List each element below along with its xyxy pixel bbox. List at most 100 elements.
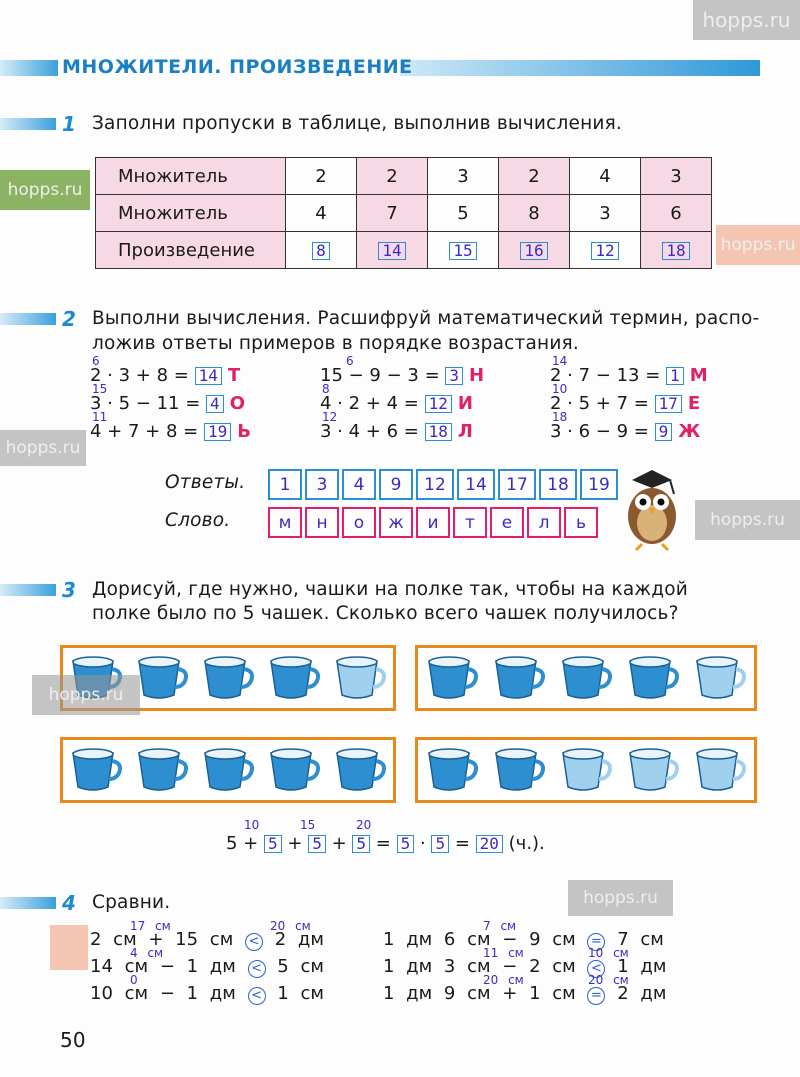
equation: 3 · 4 + 6 = 18 Л 12 (320, 411, 473, 442)
handwritten-note: 14 (552, 354, 568, 368)
left-expression: 1 дм 6 см − 9 см (383, 929, 576, 950)
table-cell: 3 (569, 194, 641, 232)
left-expression: 1 дм 9 см + 1 см (383, 983, 576, 1004)
handwritten-note: 6 (92, 354, 100, 368)
task-text: Выполни вычисления. Расшифруй математиче… (92, 308, 760, 329)
cup-shelf (60, 737, 396, 803)
handwritten-note: 15 (300, 818, 316, 832)
right-expression: 1 см (277, 983, 324, 1004)
table-cell: 16 (498, 231, 570, 269)
answer-cell: 19 (580, 469, 618, 500)
right-expression: 5 см (277, 956, 324, 977)
row-label: Произведение (95, 231, 286, 269)
expression: 4 + 7 + 8 = (90, 421, 199, 442)
operator: · (419, 833, 426, 854)
table-row: Множитель 2 2 3 2 4 3 (95, 157, 712, 195)
task-number: 3 (62, 578, 76, 602)
expression: 15 − 9 − 3 = (320, 365, 440, 386)
unit: (ч.). (508, 833, 545, 854)
letter: Т (227, 365, 241, 386)
table-cell: 5 (427, 194, 499, 232)
letter-cell: е (490, 507, 524, 538)
cup-icon (336, 748, 387, 791)
task-text: Заполни пропуски в таблице, выполнив выч… (92, 113, 622, 134)
left-expression: 10 см − 1 дм (90, 983, 236, 1004)
answer-cell: 9 (379, 469, 413, 500)
handwritten-note: 20 см (588, 973, 629, 987)
cup-icon (138, 748, 189, 791)
cup-icon (427, 656, 478, 699)
comparison: 10 см − 1 дм < 1 см 0 (90, 974, 324, 1005)
operator: = (454, 833, 470, 854)
task-band (0, 897, 56, 909)
handwritten-note: 11 (92, 410, 108, 424)
equation: 4 · 2 + 4 = 12 И 8 (320, 383, 473, 414)
expression: 3 · 4 + 6 = (320, 421, 419, 442)
letter-cell: м (268, 507, 302, 538)
table-cell: 18 (640, 231, 712, 269)
handwritten-note: 12 (322, 410, 338, 424)
row-label: Множитель (95, 194, 286, 232)
handwritten-note: 11 см (483, 946, 524, 960)
answer-box: 5 (308, 835, 326, 853)
handwritten-note: 4 см (130, 946, 164, 960)
expression: 2 · 5 + 7 = (550, 393, 649, 414)
letter: Л (457, 421, 473, 442)
cell-value: 6 (670, 202, 682, 224)
watermark: hopps.ru (695, 500, 800, 540)
letter: Н (469, 365, 485, 386)
equation: 3 · 5 − 11 = 4 О 15 (90, 383, 245, 414)
letter: О (229, 393, 245, 414)
cell-value: 7 (386, 202, 398, 224)
comparison: 2 см + 15 см < 2 дм 17 см 20 см (90, 920, 324, 951)
cup-icon (270, 656, 321, 699)
comparison-sign: < (247, 987, 266, 1005)
answer-box: 5 (396, 835, 415, 853)
cup-icon (562, 656, 613, 699)
answer-cell: 18 (539, 469, 577, 500)
letter-cell: о (342, 507, 376, 538)
answer-box: 5 (264, 835, 282, 853)
table-cell: 12 (569, 231, 641, 269)
cup-shelf (415, 737, 757, 803)
drawn-cup-icon (336, 656, 387, 699)
answer-box: 4 (206, 395, 224, 413)
header-band-right (400, 60, 760, 76)
cell-value: 3 (457, 165, 469, 187)
answer-box: 5 (352, 835, 371, 853)
answer-cell: 1 (268, 469, 302, 500)
answer-box: 19 (203, 423, 232, 441)
task-number: 4 (62, 891, 76, 915)
handwritten-note: 18 (552, 410, 568, 424)
operator: = (375, 833, 391, 854)
answers-label: Ответы. (165, 472, 246, 493)
watermark (50, 925, 88, 970)
right-expression: 7 см (617, 929, 664, 950)
handwritten-note: 6 (346, 354, 354, 368)
answer-box: 18 (662, 241, 690, 260)
answer-box: 8 (312, 241, 330, 260)
comparison: 1 дм 3 см − 2 см < 1 дм 11 см 10 см (383, 947, 666, 978)
cell-value: 4 (315, 202, 327, 224)
answer-box: 14 (194, 367, 222, 385)
handwritten-note: 10 см (588, 946, 629, 960)
table-cell: 15 (427, 231, 499, 269)
right-expression: 2 дм (274, 929, 324, 950)
equation: 2 · 3 + 8 = 14 Т 6 (90, 355, 241, 386)
cup-icon (629, 656, 680, 699)
table-cell: 7 (356, 194, 428, 232)
letter: И (457, 393, 473, 414)
watermark: hopps.ru (0, 170, 90, 210)
answer-cell: 4 (342, 469, 376, 500)
answers-row: 1 3 4 9 12 14 17 18 19 (268, 469, 618, 500)
owl-illustration (628, 470, 676, 552)
right-expression: 2 дм (617, 983, 667, 1004)
cup-icon (270, 748, 321, 791)
cup-shelf (415, 645, 757, 711)
table-cell: 8 (498, 194, 570, 232)
letter-cell: т (453, 507, 487, 538)
drawn-cup-icon (562, 748, 613, 791)
answer-cell: 12 (416, 469, 454, 500)
answer-box: 18 (424, 423, 452, 441)
